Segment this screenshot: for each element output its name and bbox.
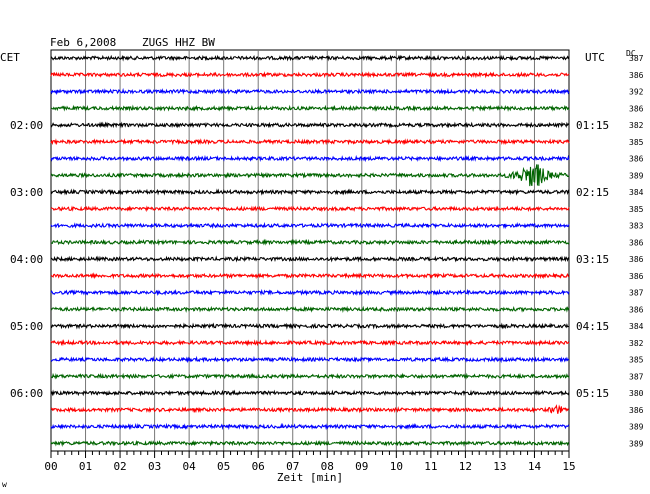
right-time-label: 04:15 [576, 320, 609, 333]
x-tick-label: 01 [79, 460, 92, 473]
dc-offset-value: 386 [629, 104, 644, 113]
trace-line [50, 372, 570, 380]
right-time-labels: 01:15 02:15 03:15 04:15 05:15 [576, 119, 609, 400]
trace-line [50, 138, 570, 146]
left-time-label: 02:00 [10, 119, 43, 132]
dc-offset-value: 389 [629, 171, 644, 180]
x-tick-label: 08 [321, 460, 334, 473]
trace-line [50, 121, 570, 129]
dc-offset-value: 386 [629, 238, 644, 247]
trace-line [50, 355, 570, 364]
trace-line [50, 255, 570, 263]
x-tick-label: 05 [217, 460, 230, 473]
x-tick-label: 07 [286, 460, 299, 473]
dc-offset-value: 382 [629, 339, 644, 348]
left-time-label: 06:00 [10, 387, 43, 400]
x-axis: 00 01 02 03 04 05 06 07 08 09 10 11 12 13 14 15 [44, 450, 576, 473]
left-time-labels: 02:00 03:00 04:00 05:00 06:00 [10, 119, 43, 400]
left-time-label: 04:00 [10, 253, 43, 266]
trace-line [50, 305, 570, 313]
x-tick-label: 14 [528, 460, 542, 473]
dc-offset-value: 389 [629, 423, 644, 432]
trace-line [50, 71, 570, 79]
trace-line [50, 205, 570, 213]
trace-line [50, 322, 569, 330]
dc-offset-value: 380 [629, 389, 644, 398]
footer-mark: w [2, 480, 7, 489]
trace-line [50, 422, 570, 431]
plot-frame [50, 49, 570, 452]
dc-offset-value: 386 [629, 255, 644, 264]
minute-grid [50, 49, 570, 452]
x-tick-label: 04 [183, 460, 197, 473]
trace-line [50, 104, 570, 112]
left-time-label: 05:00 [10, 320, 43, 333]
dc-offset-value: 384 [629, 188, 644, 197]
dc-offset-value: 387 [629, 289, 644, 298]
trace-line [50, 164, 570, 187]
left-timezone-label: CET [0, 51, 20, 64]
dc-offset-value: 383 [629, 222, 644, 231]
x-tick-label: 00 [44, 460, 57, 473]
trace-line [50, 389, 570, 397]
dc-offset-value: 387 [629, 54, 644, 63]
x-tick-label: 11 [424, 460, 437, 473]
x-tick-label: 12 [459, 460, 472, 473]
dc-offset-value: 389 [629, 439, 644, 448]
trace-line [50, 54, 570, 62]
trace-line [50, 288, 570, 297]
trace-line [50, 339, 570, 347]
trace-line [50, 188, 570, 196]
header-station: ZUGS HHZ BW [142, 36, 215, 49]
header-date: Feb 6,2008 [50, 36, 116, 49]
x-tick-label: 03 [148, 460, 161, 473]
trace-line [51, 238, 570, 246]
trace-line [50, 404, 570, 414]
dc-offset-value: 386 [629, 272, 644, 281]
trace-line [50, 272, 570, 280]
dc-offset-value: 382 [629, 121, 644, 130]
right-time-label: 02:15 [576, 186, 609, 199]
trace-line [50, 87, 570, 96]
left-time-label: 03:00 [10, 186, 43, 199]
dc-offset-value: 386 [629, 305, 644, 314]
dc-offset-value: 385 [629, 138, 644, 147]
x-axis-label: Zeit [min] [277, 471, 343, 484]
dc-offset-value: 384 [629, 322, 644, 331]
right-time-label: 05:15 [576, 387, 609, 400]
x-tick-label: 10 [390, 460, 403, 473]
dc-offset-value: 385 [629, 356, 644, 365]
x-tick-label: 06 [252, 460, 265, 473]
trace-line [50, 221, 570, 230]
trace-group [50, 54, 570, 447]
x-tick-label: 09 [355, 460, 368, 473]
dc-offset-value: 392 [629, 88, 644, 97]
dc-offset-value: 386 [629, 155, 644, 164]
trace-line [50, 439, 570, 447]
right-time-label: 03:15 [576, 253, 609, 266]
dc-offset-value: 387 [629, 372, 644, 381]
right-time-label: 01:15 [576, 119, 609, 132]
dc-offset-value: 385 [629, 205, 644, 214]
trace-line [50, 154, 570, 163]
x-tick-label: 15 [562, 460, 575, 473]
right-timezone-label: UTC [585, 51, 605, 64]
dc-offset-column: 387 386 392 386 382 385 386 389 384 385 383 386 386 3… [629, 54, 644, 448]
dc-offset-value: 386 [629, 71, 644, 80]
x-tick-label: 13 [493, 460, 506, 473]
x-tick-label: 02 [113, 460, 126, 473]
dc-column-label: DC [626, 49, 636, 58]
dc-offset-value: 386 [629, 406, 644, 415]
